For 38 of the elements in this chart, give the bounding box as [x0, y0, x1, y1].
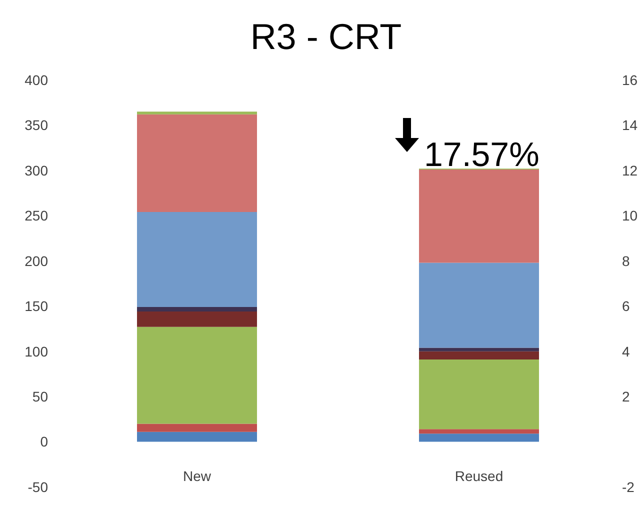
bar — [137, 432, 257, 442]
y2-tick-label: 2 — [622, 388, 630, 405]
y-tick-label: 300 — [24, 162, 48, 178]
bar — [137, 114, 257, 212]
y-tick-label: 200 — [24, 252, 48, 269]
bar — [419, 170, 539, 263]
bar — [137, 307, 257, 312]
y2-tick-label: 10 — [622, 208, 638, 224]
y2-tick-label: -2 — [622, 478, 635, 495]
bar — [419, 434, 539, 442]
bar — [419, 359, 539, 430]
y2-tick-label: 16 — [622, 72, 638, 88]
chart-title: R3 - CRT — [249, 16, 403, 58]
bar — [419, 429, 539, 434]
y2-tick-label: 12 — [622, 162, 638, 178]
bar — [419, 351, 539, 360]
bar — [137, 212, 257, 308]
y-tick-label: 350 — [24, 117, 48, 134]
y-tick-label: 50 — [32, 388, 48, 405]
x-tick-label: New — [182, 468, 212, 484]
y-tick-label: 150 — [24, 298, 48, 314]
bar — [137, 312, 257, 327]
y2-tick-label: 8 — [622, 252, 630, 269]
y-tick-label: 0 — [40, 434, 48, 450]
y2-tick-label: 14 — [622, 117, 638, 134]
y2-tick-label: 4 — [622, 343, 630, 360]
y-tick-label: 100 — [24, 343, 48, 360]
bar — [137, 326, 257, 424]
y-tick-label: -50 — [28, 478, 48, 495]
bar — [419, 348, 539, 352]
bar — [419, 262, 539, 348]
bar — [137, 112, 257, 114]
y-tick-label: 250 — [24, 208, 48, 224]
y2-tick-label: 6 — [622, 298, 630, 314]
y-tick-label: 400 — [24, 72, 48, 88]
x-tick-label: Reused — [454, 468, 504, 484]
annotation: 17.57% — [424, 136, 540, 174]
bar — [137, 424, 257, 432]
